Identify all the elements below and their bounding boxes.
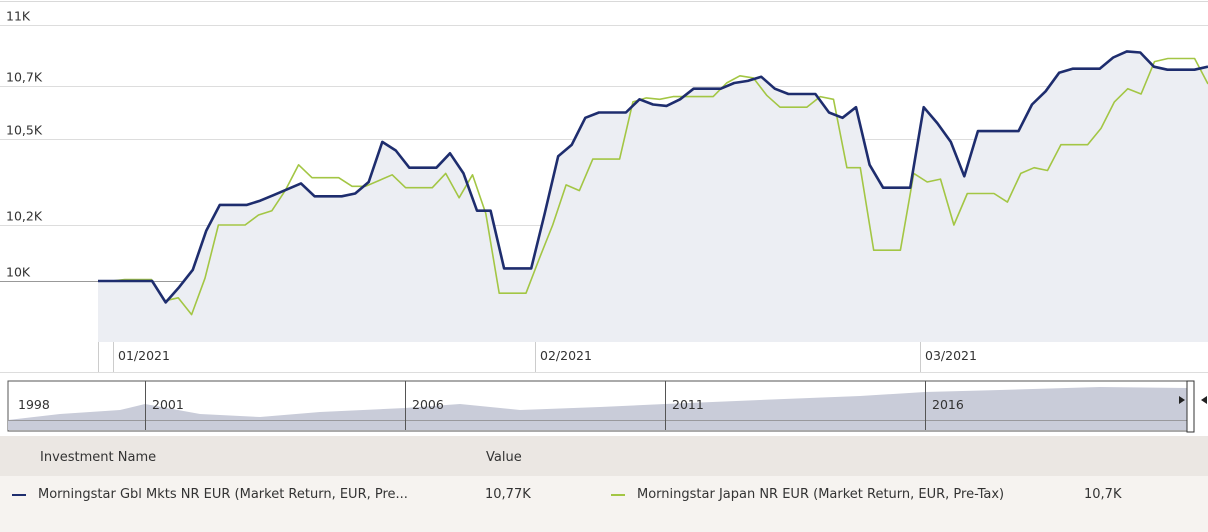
navigator-year-2001: 2001 <box>152 397 184 412</box>
series-2-line <box>98 57 1208 316</box>
series-1-area <box>98 51 1208 343</box>
legend-table: Investment Name Value Morningstar Gbl Mk… <box>0 436 1208 532</box>
y-tick-label-3: 10,7K <box>6 70 43 85</box>
navigator-year-2006: 2006 <box>412 397 444 412</box>
legend-header: Investment Name Value <box>0 436 1208 476</box>
series-1-legend-swatch <box>12 494 26 496</box>
chart: 10K 10,2K 10,5K 10,7K 11K 01/2021 02/2021 03… <box>0 1 1208 433</box>
series-2-legend-swatch <box>611 494 625 496</box>
series-1-legend-name: Morningstar Gbl Mkts NR EUR (Market Retu… <box>38 487 408 502</box>
y-tick-label-4: 11K <box>6 9 31 24</box>
series-1-line <box>98 50 1208 304</box>
navigator-scroll-left-icon[interactable] <box>1201 396 1207 404</box>
navigator-area <box>8 387 1187 430</box>
y-axis-ticks: 10K 10,2K 10,5K 10,7K 11K <box>6 9 43 280</box>
x-tick-label-1: 01/2021 <box>118 348 170 363</box>
navigator-year-2016: 2016 <box>932 397 964 412</box>
y-tick-label-0: 10K <box>6 265 31 280</box>
column-header-value: Value <box>486 450 522 465</box>
navigator-range-handle[interactable] <box>1186 380 1195 433</box>
y-tick-label-1: 10,2K <box>6 209 43 224</box>
x-tick-label-2: 02/2021 <box>540 348 592 363</box>
navigator[interactable]: 1998 2001 2006 2011 2016 <box>7 380 1207 433</box>
area-fill <box>98 51 1208 343</box>
navigator-scroll-right-icon[interactable] <box>1179 396 1185 404</box>
x-axis-ticks: 01/2021 02/2021 03/2021 <box>113 342 977 372</box>
series-2-legend-value: 10,7K <box>1084 487 1122 502</box>
x-tick-label-3: 03/2021 <box>925 348 977 363</box>
series-lines <box>98 50 1208 316</box>
y-tick-label-2: 10,5K <box>6 123 43 138</box>
navigator-year-2011: 2011 <box>672 397 704 412</box>
series-1-legend-value: 10,77K <box>485 487 531 502</box>
column-header-investment-name: Investment Name <box>40 450 157 465</box>
series-2-legend-name: Morningstar Japan NR EUR (Market Return,… <box>637 487 1005 502</box>
navigator-year-1998: 1998 <box>18 397 50 412</box>
